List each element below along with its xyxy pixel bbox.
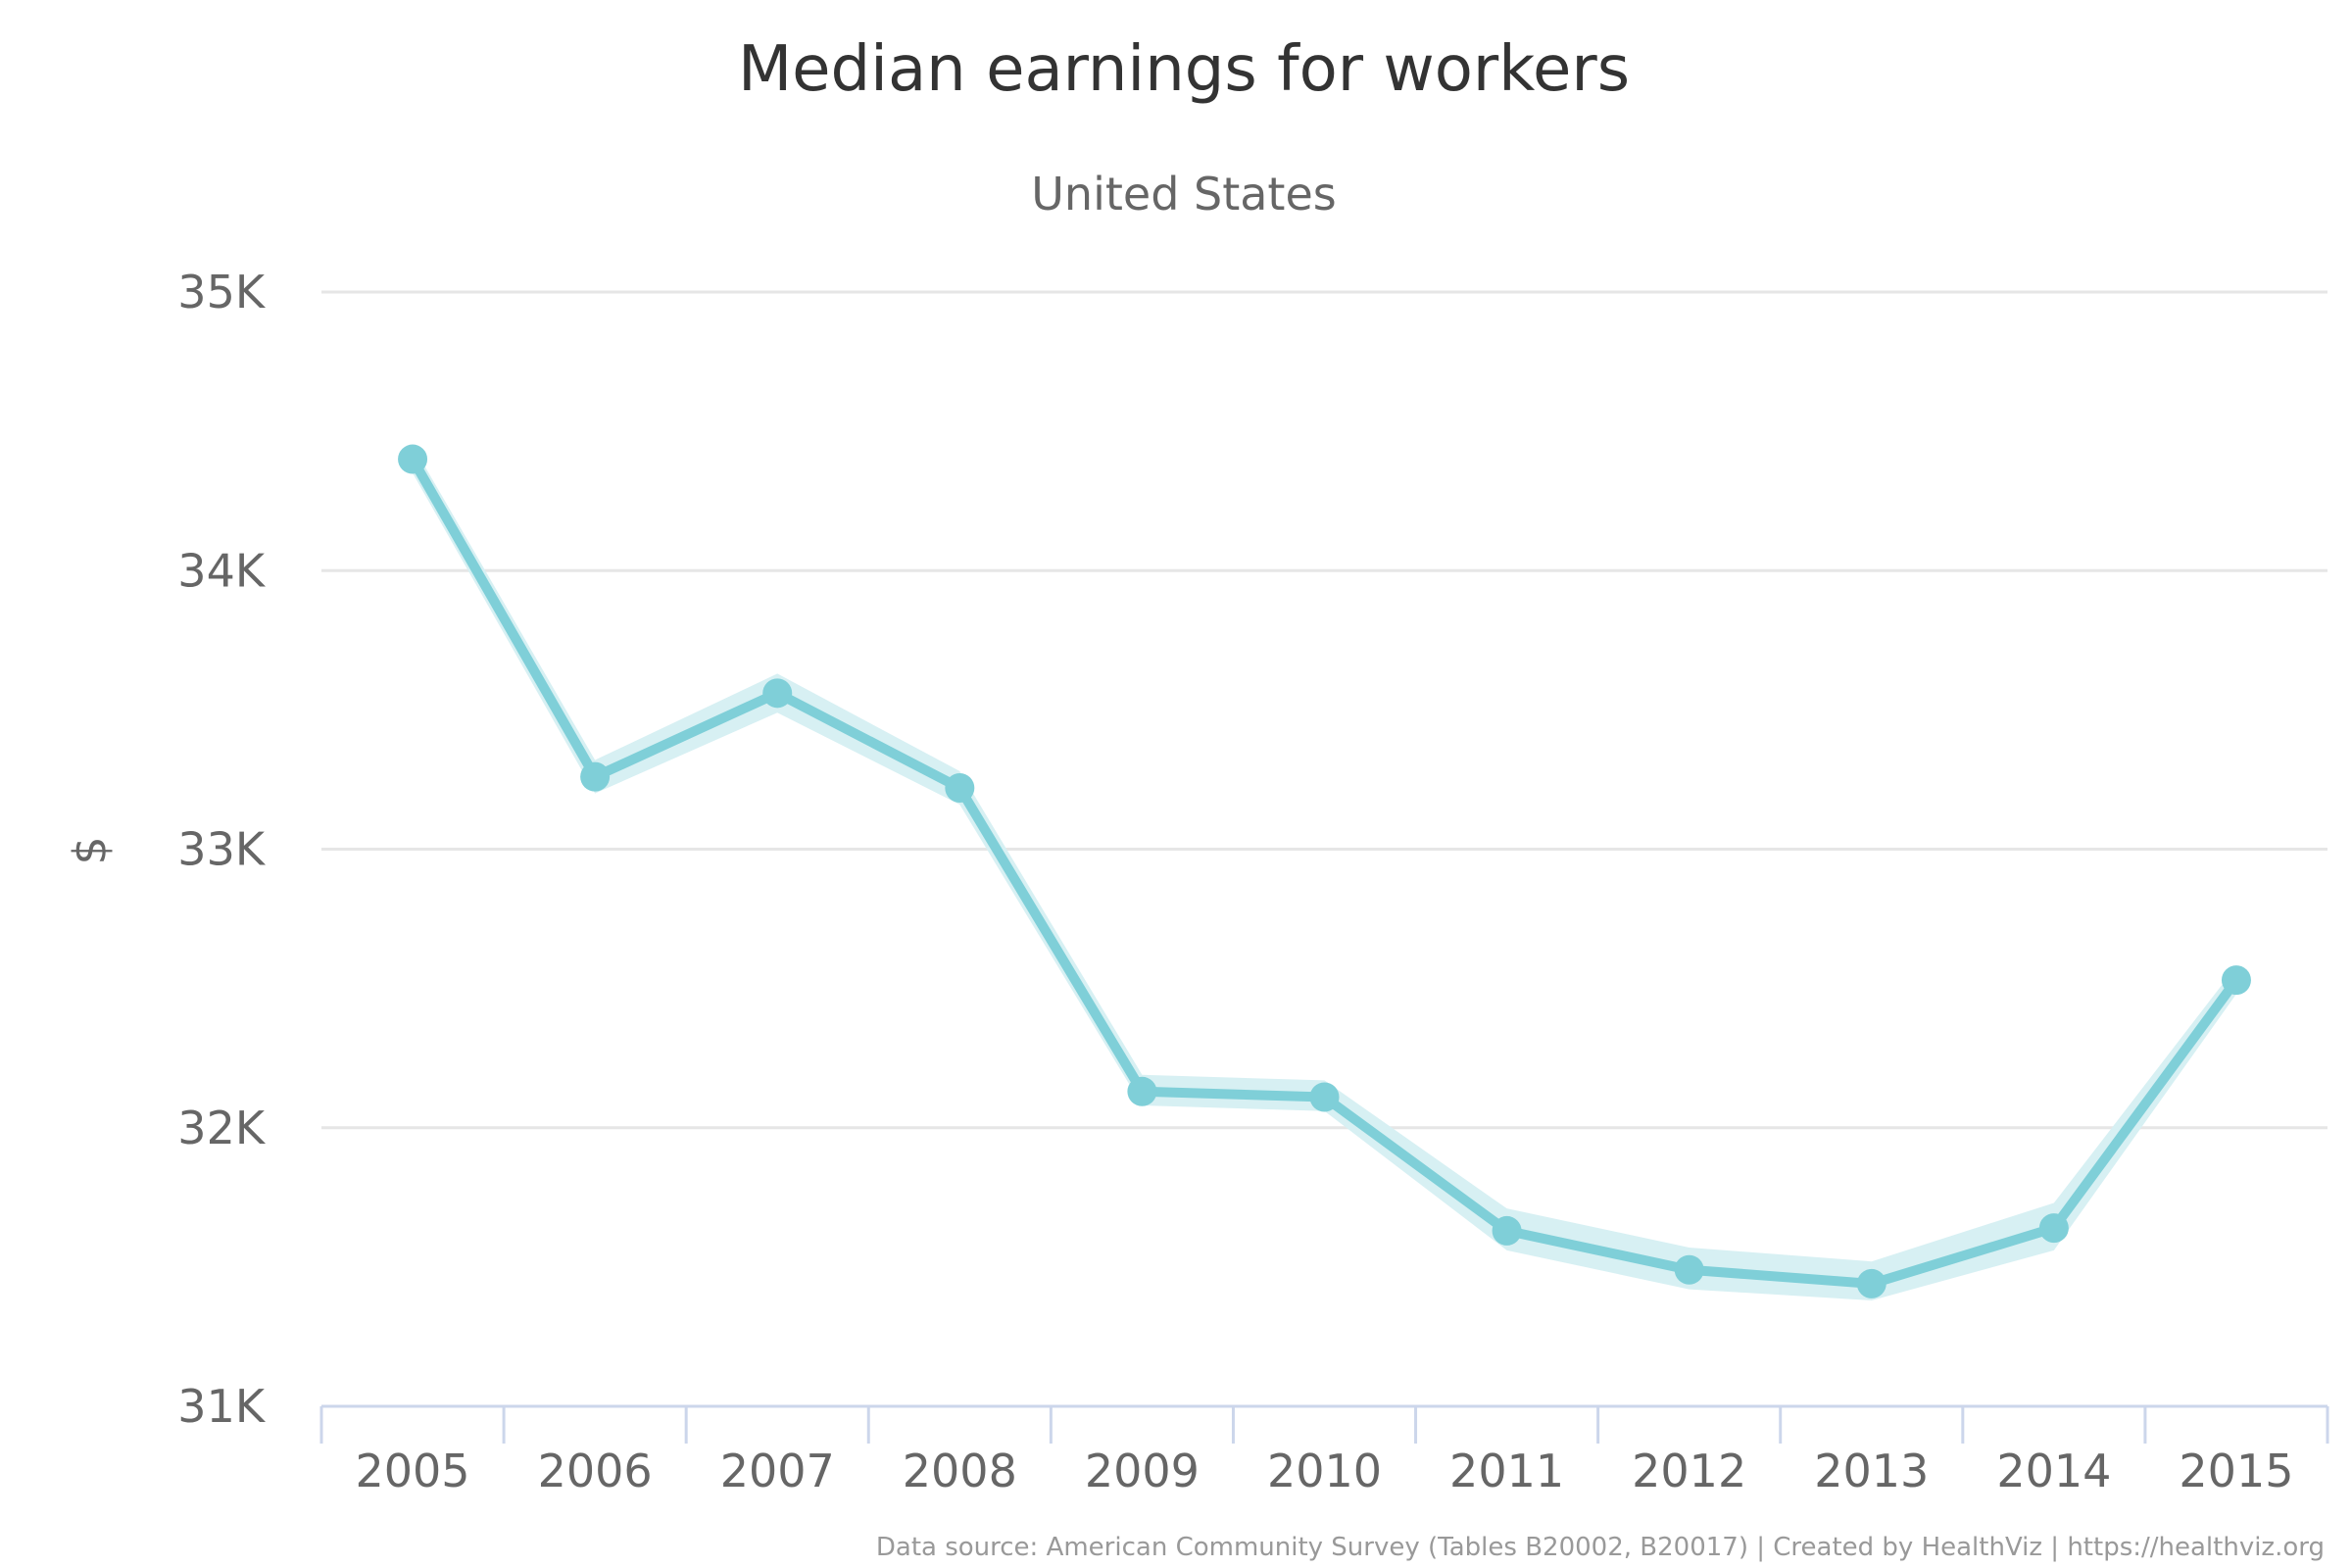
series-polyline [408,454,2241,1289]
data-point[interactable] [1309,1082,1340,1112]
x-tick-label: 2009 [1085,1445,1200,1497]
data-point[interactable] [1127,1076,1157,1106]
x-tick-label: 2008 [903,1445,1017,1497]
x-tick-label: 2012 [1632,1445,1746,1497]
series-line [408,454,2241,1289]
x-tick-label: 2010 [1267,1445,1382,1497]
x-tick-label: 2011 [1449,1445,1564,1497]
data-point[interactable] [1856,1268,1886,1298]
x-tick-label: 2013 [1814,1445,1929,1497]
x-tick-label: 2015 [2179,1445,2293,1497]
y-axis-label: $ [64,836,117,864]
data-point[interactable] [580,761,611,792]
y-axis-ticks: 31K 32K 33K 34K 35K [177,266,267,1433]
band-area [413,445,2236,1300]
y-tick-label: 33K [177,823,267,876]
confidence-band [413,445,2236,1300]
y-tick-label: 35K [177,266,267,318]
data-point[interactable] [1492,1215,1522,1246]
y-tick-label: 34K [177,544,267,597]
chart-title: Median earnings for workers [738,33,1630,106]
y-tick-label: 32K [177,1102,267,1154]
gridlines [321,290,2328,1130]
x-tick-label: 2005 [356,1445,470,1497]
x-tick-label: 2007 [720,1445,835,1497]
x-tick-label: 2014 [1996,1445,2111,1497]
x-axis: 2005 2006 2007 2008 2009 2010 2011 2012 2013 2014… [319,1404,2329,1497]
x-tick-label: 2006 [538,1445,653,1497]
data-point[interactable] [2221,965,2251,996]
data-point[interactable] [1674,1254,1704,1285]
data-point[interactable] [945,772,975,803]
data-points [398,444,2251,1298]
y-tick-label: 31K [177,1380,267,1433]
data-point[interactable] [762,678,793,709]
data-point[interactable] [398,444,428,474]
chart-credits[interactable]: Data source: American Community Survey (… [876,1533,2325,1562]
chart-subtitle: United States [1031,168,1337,220]
data-point[interactable] [2038,1213,2069,1244]
